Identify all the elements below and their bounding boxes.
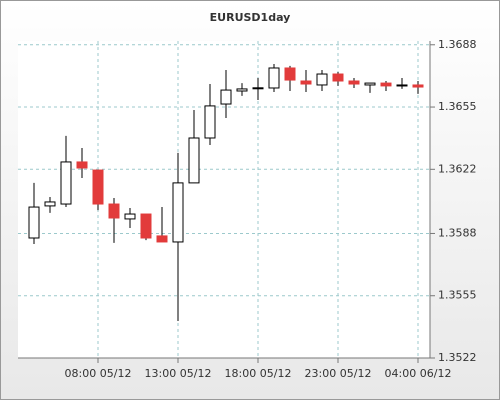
plot-area	[18, 41, 430, 358]
candle-body	[236, 88, 248, 92]
candle-body	[284, 67, 296, 81]
x-tick-label: 18:00 05/12	[225, 367, 292, 380]
candle-body	[76, 161, 88, 169]
candle-body	[156, 235, 168, 243]
candle-body	[316, 73, 328, 86]
chart-title: EURUSD1day	[210, 11, 291, 24]
x-tick-label: 08:00 05/12	[65, 367, 132, 380]
candle-body	[60, 161, 72, 205]
y-tick-label: 1.3588	[438, 226, 477, 239]
y-tick-label: 1.3622	[438, 162, 477, 175]
candle-body	[300, 80, 312, 85]
candle-body	[140, 213, 152, 239]
candle-body	[204, 105, 216, 139]
x-tick-label: 04:00 06/12	[385, 367, 452, 380]
y-tick-label: 1.3522	[438, 351, 477, 364]
y-tick-label: 1.3688	[438, 38, 477, 51]
candle-body	[124, 213, 136, 220]
candle-body	[28, 206, 40, 239]
candle-body	[396, 84, 408, 87]
candle-body	[252, 87, 264, 90]
candle-body	[364, 82, 376, 86]
candle-body	[44, 201, 56, 207]
candle-body	[220, 89, 232, 105]
candle-body	[332, 73, 344, 82]
candle-body	[380, 82, 392, 87]
x-tick-label: 13:00 05/12	[145, 367, 212, 380]
candle-body	[412, 84, 424, 88]
y-tick-label: 1.3655	[438, 100, 477, 113]
candle-body	[188, 137, 200, 184]
x-tick-label: 23:00 05/12	[305, 367, 372, 380]
candle-body	[348, 80, 360, 85]
y-tick-label: 1.3555	[438, 289, 477, 302]
candle-body	[268, 67, 280, 89]
candle-body	[172, 182, 184, 243]
candle-body	[108, 203, 120, 219]
candle-body	[92, 169, 104, 205]
